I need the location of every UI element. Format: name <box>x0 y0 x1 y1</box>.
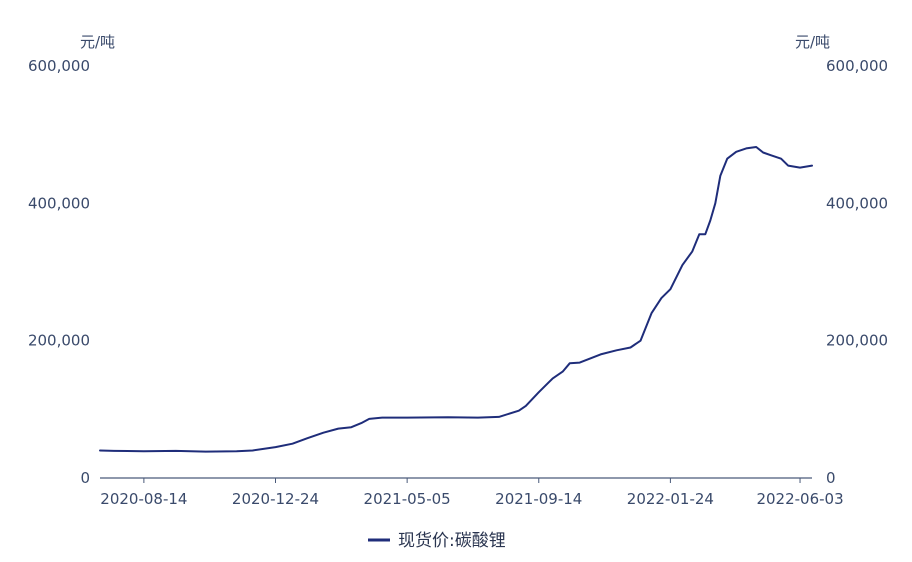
x-tick-label: 2021-05-05 <box>364 490 451 508</box>
x-tick-label: 2021-09-14 <box>495 490 582 508</box>
x-tick-label: 2022-06-03 <box>756 490 843 508</box>
x-tick-label: 2020-12-24 <box>232 490 319 508</box>
legend-label: 现货价:碳酸锂 <box>398 531 506 551</box>
y-tick-label-left: 600,000 <box>28 57 90 75</box>
y-tick-label-left: 0 <box>80 469 90 487</box>
y-tick-label-right: 600,000 <box>826 57 888 75</box>
x-tick-label: 2020-08-14 <box>100 490 187 508</box>
y-unit-left: 元/吨 <box>80 33 115 51</box>
y-tick-label-right: 0 <box>826 469 836 487</box>
y-tick-label-right: 200,000 <box>826 332 888 350</box>
x-tick-label: 2022-01-24 <box>627 490 714 508</box>
y-tick-label-left: 200,000 <box>28 332 90 350</box>
y-tick-label-right: 400,000 <box>826 194 888 212</box>
series-line-0 <box>99 146 813 453</box>
y-tick-label-left: 400,000 <box>28 194 90 212</box>
y-unit-right: 元/吨 <box>795 33 830 51</box>
